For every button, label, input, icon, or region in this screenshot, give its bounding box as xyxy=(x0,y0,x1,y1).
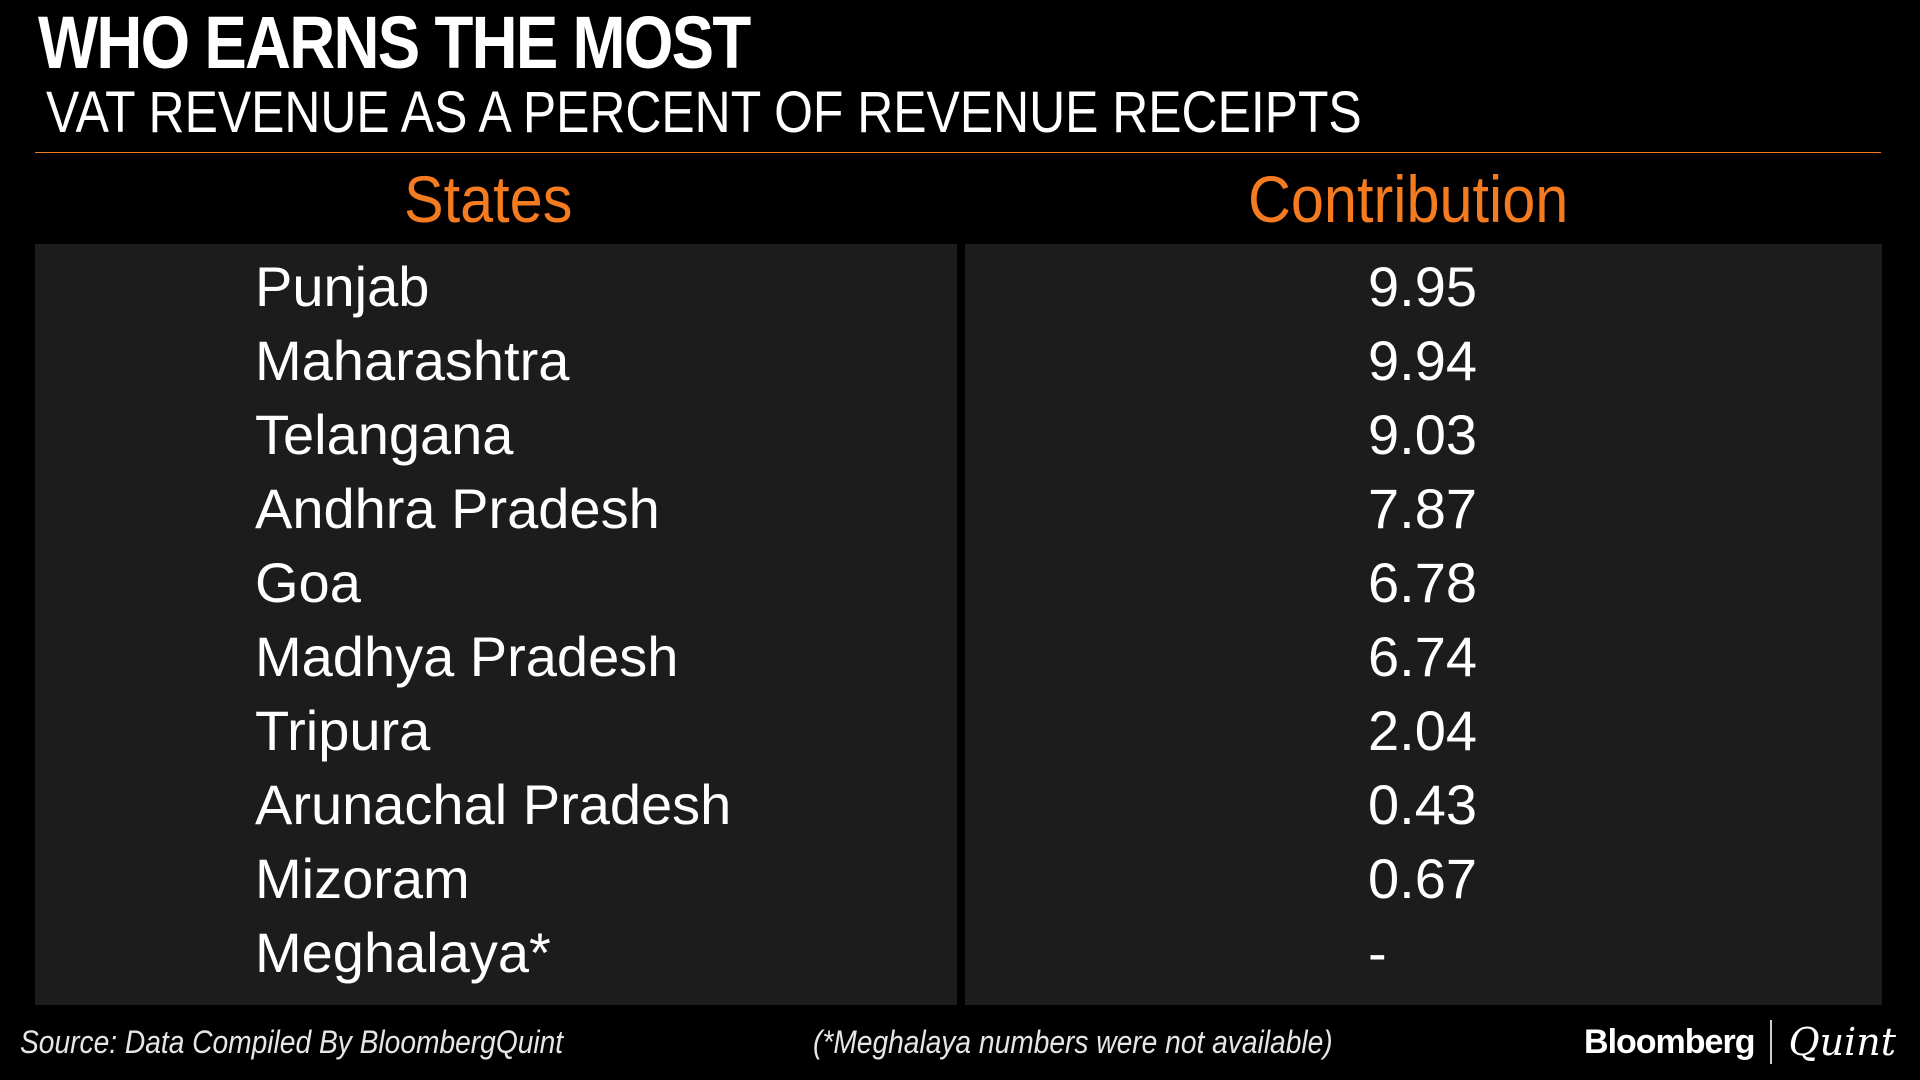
column-header-contribution: Contribution xyxy=(1248,162,1569,236)
contribution-column-panel xyxy=(965,244,1882,1005)
column-header-states: States xyxy=(404,162,573,236)
brand-divider xyxy=(1770,1020,1773,1064)
table-cell-contribution: 9.03 xyxy=(1368,403,1477,466)
brand-quint-text: Quint xyxy=(1788,1020,1896,1064)
header-divider xyxy=(35,152,1881,153)
table-cell-state: Punjab xyxy=(255,255,430,318)
table-cell-contribution: 2.04 xyxy=(1368,699,1477,762)
chart-subtitle: VAT REVENUE AS A PERCENT OF REVENUE RECE… xyxy=(46,80,1362,145)
table-cell-contribution: 0.43 xyxy=(1368,773,1477,836)
brand-bloomberg-text: Bloomberg xyxy=(1584,1022,1755,1061)
brand-logo: Bloomberg Quint xyxy=(1584,1020,1896,1064)
table-cell-contribution: 6.74 xyxy=(1368,625,1477,688)
table-cell-state: Andhra Pradesh xyxy=(255,477,660,540)
table-cell-state: Goa xyxy=(255,551,361,614)
table-cell-state: Arunachal Pradesh xyxy=(255,773,732,836)
table-cell-contribution: 9.95 xyxy=(1368,255,1477,318)
table-cell-state: Mizoram xyxy=(255,847,470,910)
table-cell-state: Meghalaya* xyxy=(255,921,551,984)
states-column-panel xyxy=(35,244,957,1005)
table-cell-contribution: 9.94 xyxy=(1368,329,1477,392)
table-cell-contribution: 0.67 xyxy=(1368,847,1477,910)
table-cell-state: Telangana xyxy=(255,403,514,466)
table-cell-state: Maharashtra xyxy=(255,329,570,392)
chart-title: WHO EARNS THE MOST xyxy=(38,1,751,84)
table-cell-contribution: 6.78 xyxy=(1368,551,1477,614)
table-cell-state: Tripura xyxy=(255,699,431,762)
source-note: Source: Data Compiled By BloombergQuint xyxy=(20,1024,564,1060)
table-cell-contribution: 7.87 xyxy=(1368,477,1477,540)
footnote: (*Meghalaya numbers were not available) xyxy=(813,1024,1333,1060)
table-cell-contribution: - xyxy=(1368,921,1387,984)
table-cell-state: Madhya Pradesh xyxy=(255,625,679,688)
